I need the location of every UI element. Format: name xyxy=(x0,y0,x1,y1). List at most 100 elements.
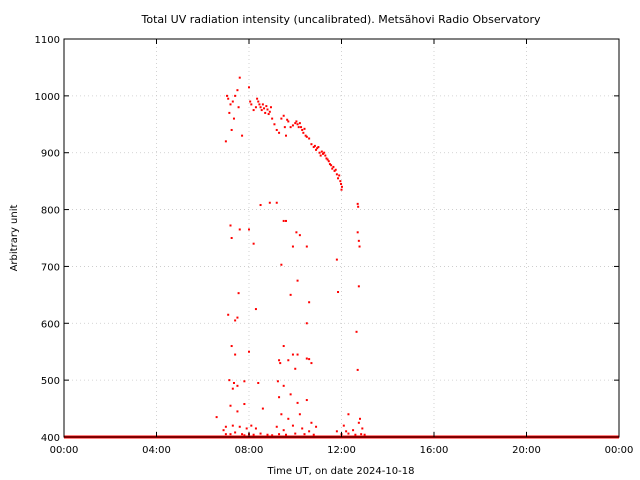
data-point xyxy=(337,177,340,180)
data-point xyxy=(360,433,363,436)
data-point xyxy=(289,126,292,129)
data-point xyxy=(315,148,318,151)
data-point xyxy=(323,151,326,154)
data-point xyxy=(232,381,235,384)
data-point xyxy=(302,131,305,134)
data-point xyxy=(224,140,227,143)
data-point xyxy=(275,425,278,428)
x-tick-label: 12:00 xyxy=(327,445,356,456)
data-point xyxy=(295,120,298,123)
data-point xyxy=(280,117,283,120)
data-point xyxy=(238,228,241,231)
data-point xyxy=(291,424,294,427)
data-point xyxy=(358,245,361,248)
x-tick-label: 20:00 xyxy=(512,445,541,456)
data-point xyxy=(345,430,348,433)
data-point xyxy=(278,359,281,362)
y-tick-label: 600 xyxy=(41,319,60,330)
data-point xyxy=(301,427,304,430)
x-tick-label: 00:00 xyxy=(50,445,79,456)
data-point xyxy=(269,106,272,109)
data-point xyxy=(264,111,267,114)
y-tick-label: 1100 xyxy=(35,35,60,46)
data-point xyxy=(310,143,313,146)
data-point xyxy=(259,204,262,207)
data-point xyxy=(248,86,250,89)
y-tick-label: 800 xyxy=(41,206,60,217)
data-point xyxy=(324,154,327,157)
data-point xyxy=(231,387,234,390)
y-tick-label: 1000 xyxy=(35,92,60,103)
data-point xyxy=(231,424,234,427)
data-point xyxy=(268,110,271,113)
data-point xyxy=(282,345,285,348)
data-point xyxy=(312,146,315,149)
data-point xyxy=(237,106,240,109)
data-point xyxy=(286,118,289,121)
data-point xyxy=(229,404,232,407)
data-point xyxy=(282,219,285,222)
data-point xyxy=(229,224,232,227)
y-tick-label: 700 xyxy=(41,262,60,273)
data-point xyxy=(340,182,343,185)
data-point xyxy=(229,103,232,106)
data-point xyxy=(222,429,225,432)
data-point xyxy=(254,106,257,109)
data-point xyxy=(312,433,315,436)
data-point xyxy=(241,433,244,436)
data-point xyxy=(318,151,321,154)
data-point xyxy=(340,185,343,188)
data-points xyxy=(215,76,366,437)
data-point xyxy=(266,108,269,111)
data-point xyxy=(357,205,360,208)
data-point xyxy=(305,322,308,325)
data-point xyxy=(305,357,308,360)
data-point xyxy=(278,396,281,399)
data-point xyxy=(294,367,297,370)
data-point xyxy=(285,433,287,436)
data-point xyxy=(229,433,232,436)
data-point xyxy=(320,150,323,153)
data-point xyxy=(271,434,274,437)
data-point xyxy=(310,362,313,365)
data-point xyxy=(241,134,244,137)
data-point xyxy=(315,425,318,428)
data-point xyxy=(215,416,218,419)
data-point xyxy=(261,407,264,410)
data-point xyxy=(282,384,285,387)
data-point xyxy=(234,353,237,356)
plot-frame xyxy=(63,38,620,438)
data-point xyxy=(289,393,292,396)
data-point xyxy=(363,433,366,436)
data-point xyxy=(356,202,359,205)
data-point xyxy=(282,429,285,432)
data-point xyxy=(260,109,263,112)
data-point xyxy=(296,123,299,126)
data-point xyxy=(228,111,231,114)
data-point xyxy=(294,122,297,125)
axis-ticks xyxy=(63,38,620,438)
data-point xyxy=(224,425,227,428)
y-tick-label: 900 xyxy=(41,149,60,160)
data-point xyxy=(357,239,360,242)
data-point xyxy=(230,237,233,239)
data-point xyxy=(332,165,335,168)
data-point xyxy=(322,152,324,155)
data-point xyxy=(232,117,235,120)
data-point xyxy=(280,413,283,416)
data-point xyxy=(327,160,330,163)
data-point xyxy=(303,433,306,436)
data-point xyxy=(333,169,336,172)
x-tick-label: 00:00 xyxy=(605,445,634,456)
data-point xyxy=(226,94,229,97)
data-point xyxy=(291,124,294,127)
data-point xyxy=(289,293,292,296)
data-point xyxy=(308,430,311,433)
data-point xyxy=(347,413,350,416)
data-point xyxy=(243,434,246,437)
data-point xyxy=(287,417,290,420)
data-point xyxy=(340,188,343,191)
data-point xyxy=(354,433,357,436)
y-tick-label: 400 xyxy=(41,433,60,444)
y-axis-label: Arbitrary unit xyxy=(9,205,20,272)
